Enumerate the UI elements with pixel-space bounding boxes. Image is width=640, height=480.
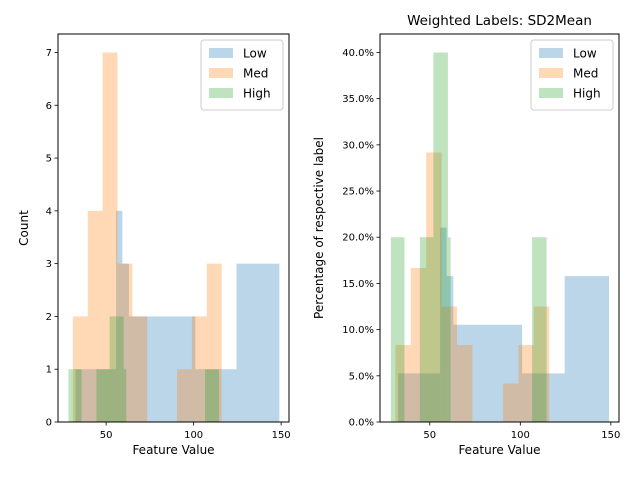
right-x-tick-label: 100 [511,430,530,441]
left-y-axis-ticks: 0 1 2 3 4 5 6 7 [46,48,58,429]
left-legend-box [200,39,284,111]
right-bar-high-3 [447,237,451,422]
left-legend-label-high: High [243,87,271,101]
left-y-tick-label: 7 [46,48,52,59]
left-legend-label-med: Med [243,67,268,81]
left-bar-low-4 [128,316,151,422]
right-bar-med-1 [410,268,427,422]
left-legend-label-low: Low [243,47,267,61]
left-y-axis-label: Count [17,210,31,246]
right-bar-low-6 [522,373,565,422]
right-y-tick-label: 0.0% [349,418,374,429]
right-y-axis-ticks: 0.0% 5.0% 10.0% 15.0% 20.0% 25.0% 30.0% 35.0% 40… [342,48,380,429]
left-x-tick-label: 150 [272,430,291,441]
right-histogram-bars [390,52,610,422]
right-bar-med-3 [441,306,457,422]
right-bar-med-2 [426,152,442,422]
right-bar-med-5 [503,383,519,422]
right-bar-med-7 [533,306,550,422]
left-legend-swatch-med [209,68,233,78]
right-subplot: 50 100 150 0.0% 5.0% 10.0% 15.0% 20.0% 25.0% 30.… [312,13,620,457]
left-bar-low-5 [150,316,196,422]
left-legend: Low Med High [200,39,284,111]
left-y-tick-label: 2 [46,312,52,323]
right-bar-low-5 [475,324,523,422]
left-bar-high-4 [205,369,217,422]
right-legend-label-high: High [573,87,601,101]
left-bar-med-3 [117,263,133,422]
left-bar-med-1 [87,210,103,422]
left-axes-frame [57,33,290,423]
left-legend-swatch-low [209,48,233,58]
left-bar-med-5 [177,369,192,422]
right-y-tick-label: 5.0% [349,371,374,382]
right-bar-low-4 [453,324,476,422]
left-bar-low-6 [195,369,237,422]
right-legend-swatch-high [539,88,563,98]
right-legend-box [530,39,614,111]
left-y-tick-label: 4 [46,206,52,217]
right-bar-low-2 [440,227,447,422]
right-y-tick-label: 15.0% [342,279,374,290]
left-bar-high-3 [123,369,127,422]
right-x-axis-ticks: 50 100 150 [423,422,620,441]
right-bar-high-5 [543,237,547,422]
right-bar-low-1 [419,373,441,422]
right-x-tick-label: 50 [423,430,436,441]
left-bar-med-2 [102,52,118,422]
left-x-axis-ticks: 50 100 150 [100,422,291,441]
left-bar-med-7 [206,263,222,422]
left-y-tick-label: 0 [46,418,52,429]
right-y-tick-label: 35.0% [342,94,374,105]
right-legend-label-low: Low [573,47,597,61]
left-bar-low-7 [236,263,280,422]
right-chart-title: Weighted Labels: SD2Mean [407,13,592,29]
left-x-tick-label: 100 [184,430,203,441]
right-y-tick-label: 10.0% [342,325,374,336]
right-bar-med-4 [456,345,473,422]
right-y-tick-label: 30.0% [342,140,374,151]
left-x-tick-label: 50 [100,430,113,441]
left-bar-low-3 [122,263,129,422]
left-bar-high-0 [68,369,82,422]
right-bar-high-0 [390,237,405,422]
right-bar-med-0 [395,345,411,422]
left-legend-swatch-high [209,88,233,98]
right-y-axis-label: Percentage of respective label [312,137,326,319]
left-y-tick-label: 5 [46,154,52,165]
left-subplot: 50 100 150 0 1 2 3 4 5 6 7 Feature Value Count Lo… [17,33,291,457]
right-y-tick-label: 40.0% [342,48,374,59]
right-x-tick-label: 150 [601,430,620,441]
left-bar-med-6 [191,316,207,422]
right-legend: Low Med High [530,39,614,111]
left-y-tick-label: 3 [46,259,52,270]
left-histogram-bars [68,52,280,422]
right-legend-swatch-med [539,68,563,78]
left-y-tick-label: 1 [46,365,52,376]
left-y-tick-label: 6 [46,101,52,112]
left-bar-high-5 [216,369,219,422]
left-bar-med-4 [132,316,148,422]
right-bar-low-3 [446,276,454,422]
right-bar-low-0 [398,373,420,422]
right-y-tick-label: 25.0% [342,187,374,198]
right-bar-high-4 [532,237,544,422]
right-x-axis-label: Feature Value [458,443,540,457]
right-bar-low-7 [564,276,610,422]
right-legend-swatch-low [539,48,563,58]
right-axes-frame [379,33,620,423]
left-bar-high-1 [96,369,110,422]
left-bar-med-0 [72,316,88,422]
left-bar-low-1 [95,369,117,422]
left-x-axis-label: Feature Value [132,443,214,457]
right-y-tick-label: 20.0% [342,233,374,244]
right-bar-high-1 [419,237,434,422]
left-bar-low-0 [75,369,96,422]
right-bar-high-2 [433,52,448,422]
right-legend-label-med: Med [573,67,598,81]
left-bar-low-2 [116,210,123,422]
right-bar-med-6 [518,345,534,422]
left-bar-high-2 [109,316,124,422]
